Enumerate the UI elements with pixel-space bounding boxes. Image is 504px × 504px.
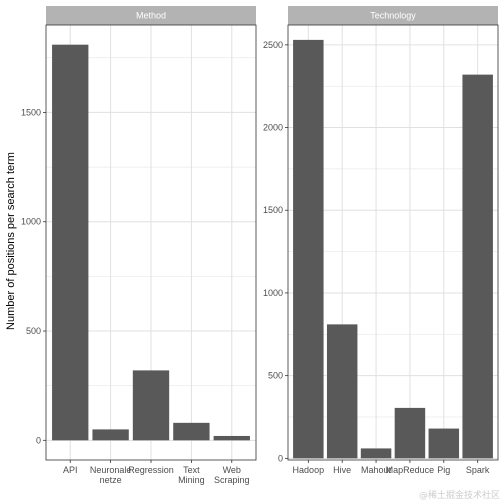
x-tick-label: MapReduce: [386, 465, 435, 475]
panel-technology: Technology 0 500 1000 1500 2000 2500 Hadoop Hive…: [263, 6, 499, 475]
bar: [360, 448, 392, 459]
bar: [428, 428, 460, 459]
y-tick-label: 0: [36, 435, 41, 445]
facet-strip-label: Technology: [370, 11, 416, 21]
bar: [293, 39, 324, 459]
y-tick-label: 1500: [21, 107, 41, 117]
bar: [462, 74, 493, 459]
x-tick-label: Hadoop: [293, 465, 325, 475]
panel-method: Method 0 500 1000 1500 API Neuronale netzeRegre…: [21, 6, 257, 485]
y-tick-label: 500: [268, 371, 283, 381]
watermark: @稀土掘金技术社区: [419, 489, 500, 501]
y-axis-title: Number of positions per search term: [5, 152, 17, 330]
facet-strip-label: Method: [136, 11, 166, 21]
y-tick-label: 1500: [263, 205, 283, 215]
x-tick-label: Hive: [333, 465, 351, 475]
y-tick-label: 0: [278, 453, 283, 463]
y-tick-label: 1000: [263, 288, 283, 298]
bar: [132, 370, 170, 441]
y-tick-label: 1000: [21, 217, 41, 227]
bar: [173, 422, 210, 441]
panel-border: [45, 24, 257, 461]
facet-strip: [46, 6, 256, 25]
x-tick-label: API: [63, 465, 78, 475]
y-tick-label: 2000: [263, 123, 283, 133]
y-tick-label: 500: [26, 326, 41, 336]
bar: [213, 435, 250, 441]
x-tick-label: Regression: [128, 465, 174, 475]
x-tick-label: Pig: [437, 465, 450, 475]
panel-border: [287, 24, 499, 461]
x-tick-label: Mahout: [361, 465, 392, 475]
x-tick-label: Web Scraping: [214, 465, 250, 485]
bar: [326, 324, 358, 459]
x-tick-label: Text Mining: [178, 465, 205, 485]
panels: Method 0 500 1000 1500 API Neuronale netzeRegre…: [21, 6, 499, 485]
bar: [92, 429, 129, 441]
bar: [394, 407, 426, 459]
x-tick-label: Neuronale netze: [90, 465, 132, 485]
bar: [52, 44, 89, 441]
x-tick-label: Spark: [466, 465, 490, 475]
facet-strip: [288, 6, 498, 25]
y-tick-label: 2500: [263, 40, 283, 50]
